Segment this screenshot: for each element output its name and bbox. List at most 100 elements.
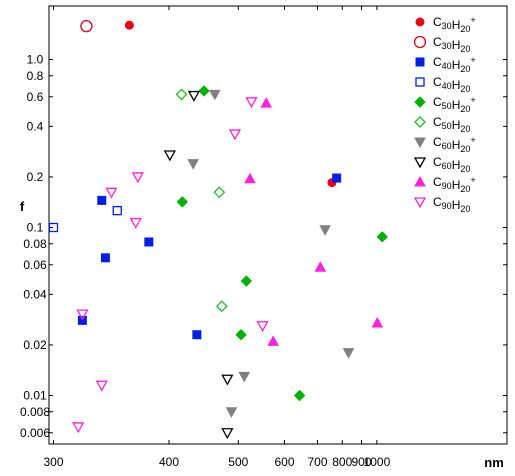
data-point-s2-p0 [97,195,107,205]
legend-part-mid: H [452,58,461,72]
data-point-s5-p1 [213,186,226,199]
y-tick-label: 0.02 [23,338,47,352]
legend-part-n1: 30 [442,41,452,51]
y-tick-label: 0.6 [27,90,44,104]
y-tick-label: 1.0 [27,53,44,67]
legend-entry-2: C40H20+ [433,55,476,74]
data-point-s9-p4 [129,217,142,229]
legend-part-base: C [433,75,442,89]
data-point-s9-p8 [72,422,85,434]
data-point-s5-p2 [215,300,228,313]
legend-part-n2: 20 [460,124,470,134]
data-point-s8-p4 [371,317,384,328]
legend-part-n1: 90 [442,201,452,211]
legend-part-n1: 50 [442,121,452,131]
legend-part-base: C [433,135,442,149]
legend-part-mid: H [452,138,461,152]
data-point-s9-p2 [131,172,144,184]
legend-part-n1: 30 [442,21,452,31]
data-point-s6-p3 [238,371,251,383]
data-markers [48,19,388,440]
legend-part-mid: H [452,98,461,112]
legend-part-n2: 20 [460,164,470,174]
legend-part-charge: + [470,15,475,25]
data-point-s2-p3 [144,237,154,247]
y-tick-label: 0.1 [27,221,44,235]
legend-part-n2: 20 [460,64,470,74]
legend-part-charge: + [470,95,475,105]
legend-entry-1: C30H20 [433,35,470,54]
data-point-s2-p5 [332,173,342,183]
data-point-s2-p4 [192,330,202,340]
legend-part-base: C [433,95,442,109]
legend-entry-6: C60H20+ [433,135,476,154]
data-point-s9-p6 [256,321,269,333]
legend-entry-4: C50H20+ [433,95,476,114]
legend-marker-3 [415,77,425,87]
data-point-s3-p0 [48,222,59,233]
data-point-s7-p1 [163,150,176,162]
data-point-s9-p1 [228,129,242,141]
data-point-s4-p1 [176,196,189,208]
x-tick-label: 900 [351,455,371,469]
x-tick-label: 1000 [364,455,391,469]
legend-entry-3: C40H20 [433,75,470,94]
legend-part-base: C [433,15,442,29]
data-point-s7-p3 [221,428,234,440]
legend-entry-8: C90H20+ [433,175,476,194]
data-point-s4-p5 [376,231,388,243]
legend-part-mid: H [452,38,461,52]
data-point-s4-p3 [235,329,247,341]
legend-part-base: C [433,55,442,69]
y-tick-label: 0.04 [23,287,47,301]
data-point-s0-p0 [124,20,134,30]
legend-marker-1 [413,35,427,49]
legend-part-charge: + [470,135,475,145]
y-tick-label: 0.008 [20,405,50,419]
x-tick-label: 500 [228,455,248,469]
data-point-s7-p0 [187,90,201,102]
data-point-s9-p5 [76,309,89,321]
legend-part-n2: 20 [460,184,470,194]
data-point-s8-p0 [260,97,273,108]
legend-part-n2: 20 [460,24,470,34]
legend-part-n1: 60 [442,141,452,151]
y-axis-label: f [20,199,25,214]
x-tick-label: 800 [332,455,352,469]
data-point-s6-p1 [187,159,200,170]
data-point-s2-p1 [100,253,110,263]
legend-entry-0: C30H20+ [433,15,476,34]
legend-part-n1: 40 [442,61,452,71]
y-tick-label: 0.2 [27,170,44,184]
data-point-s9-p3 [105,187,118,199]
data-point-s6-p2 [319,225,331,236]
plot-frame [48,5,508,445]
legend-part-charge: + [470,175,475,185]
legend-part-n1: 90 [442,181,452,191]
legend-part-charge: + [470,55,475,65]
data-point-s8-p2 [267,335,280,346]
legend-part-mid: H [452,18,461,32]
y-axis-ticks: 1.0 0.8 0.6 0.4 0.2 0.1 0.08 0.06 0.04 0.02 0.01 0.… [20,53,507,440]
y-tick-label: 0.4 [27,119,44,133]
legend-marker-4 [414,96,426,108]
data-point-s9-p0 [245,97,258,109]
legend-part-mid: H [452,158,461,172]
legend-part-n2: 20 [460,204,470,214]
legend-part-n1: 50 [442,101,452,111]
data-point-s4-p2 [240,275,253,287]
data-point-s7-p2 [221,374,234,386]
data-point-s9-p7 [95,380,108,392]
legend-marker-9 [413,197,427,209]
legend-entry-9: C90H20 [433,195,470,214]
data-point-s6-p5 [342,348,355,359]
legend-part-mid: H [452,78,461,92]
y-tick-label: 0.06 [23,258,47,272]
legend-entry-7: C60H20 [433,155,470,174]
legend-part-n2: 20 [460,44,470,54]
data-point-s8-p1 [244,172,256,184]
legend-marker-5 [414,116,426,128]
data-point-s1-p0 [80,19,93,33]
